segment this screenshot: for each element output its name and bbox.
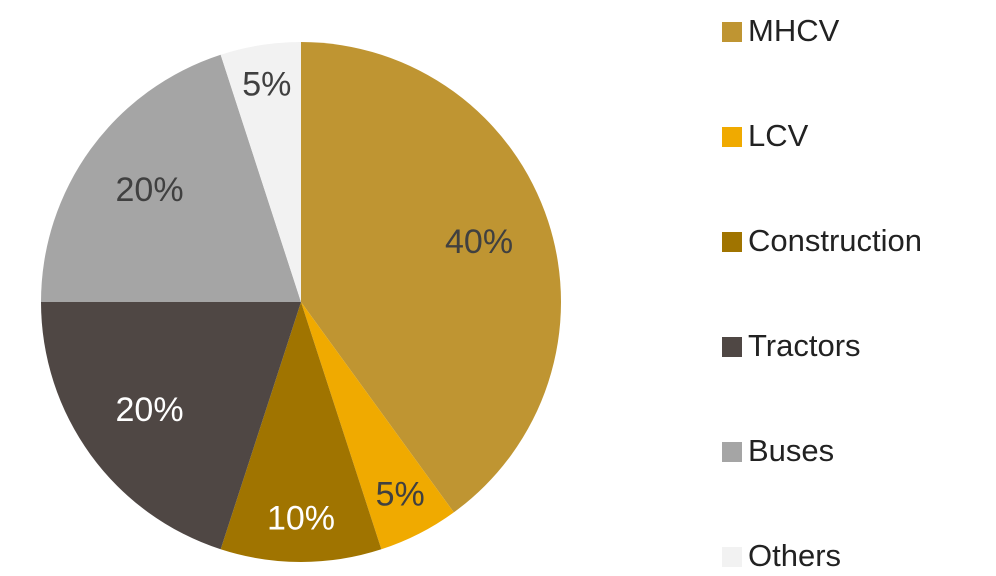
legend-label: Buses bbox=[748, 433, 834, 468]
legend-swatch bbox=[722, 547, 742, 567]
pie-slice bbox=[301, 302, 454, 550]
data-label: 20% bbox=[116, 171, 184, 209]
pie-slice bbox=[220, 42, 301, 302]
data-label: 5% bbox=[376, 476, 425, 514]
legend-swatch bbox=[722, 442, 742, 462]
data-label: 40% bbox=[445, 223, 513, 261]
legend-label: Construction bbox=[748, 223, 922, 258]
legend-label: MHCV bbox=[748, 13, 840, 48]
legend-swatch bbox=[722, 337, 742, 357]
legend-label: Others bbox=[748, 538, 841, 573]
pie-slice bbox=[220, 302, 382, 563]
legend-label: LCV bbox=[748, 118, 809, 153]
data-label: 5% bbox=[242, 65, 291, 103]
data-label: 10% bbox=[267, 499, 335, 537]
pie-slice bbox=[41, 302, 301, 550]
legend-swatch bbox=[722, 232, 742, 252]
legend-swatch bbox=[722, 22, 742, 42]
legend-label: Tractors bbox=[748, 328, 861, 363]
pie-slice bbox=[41, 54, 301, 302]
legend-swatch bbox=[722, 127, 742, 147]
pie-slice bbox=[301, 42, 561, 513]
data-label: 20% bbox=[116, 391, 184, 429]
